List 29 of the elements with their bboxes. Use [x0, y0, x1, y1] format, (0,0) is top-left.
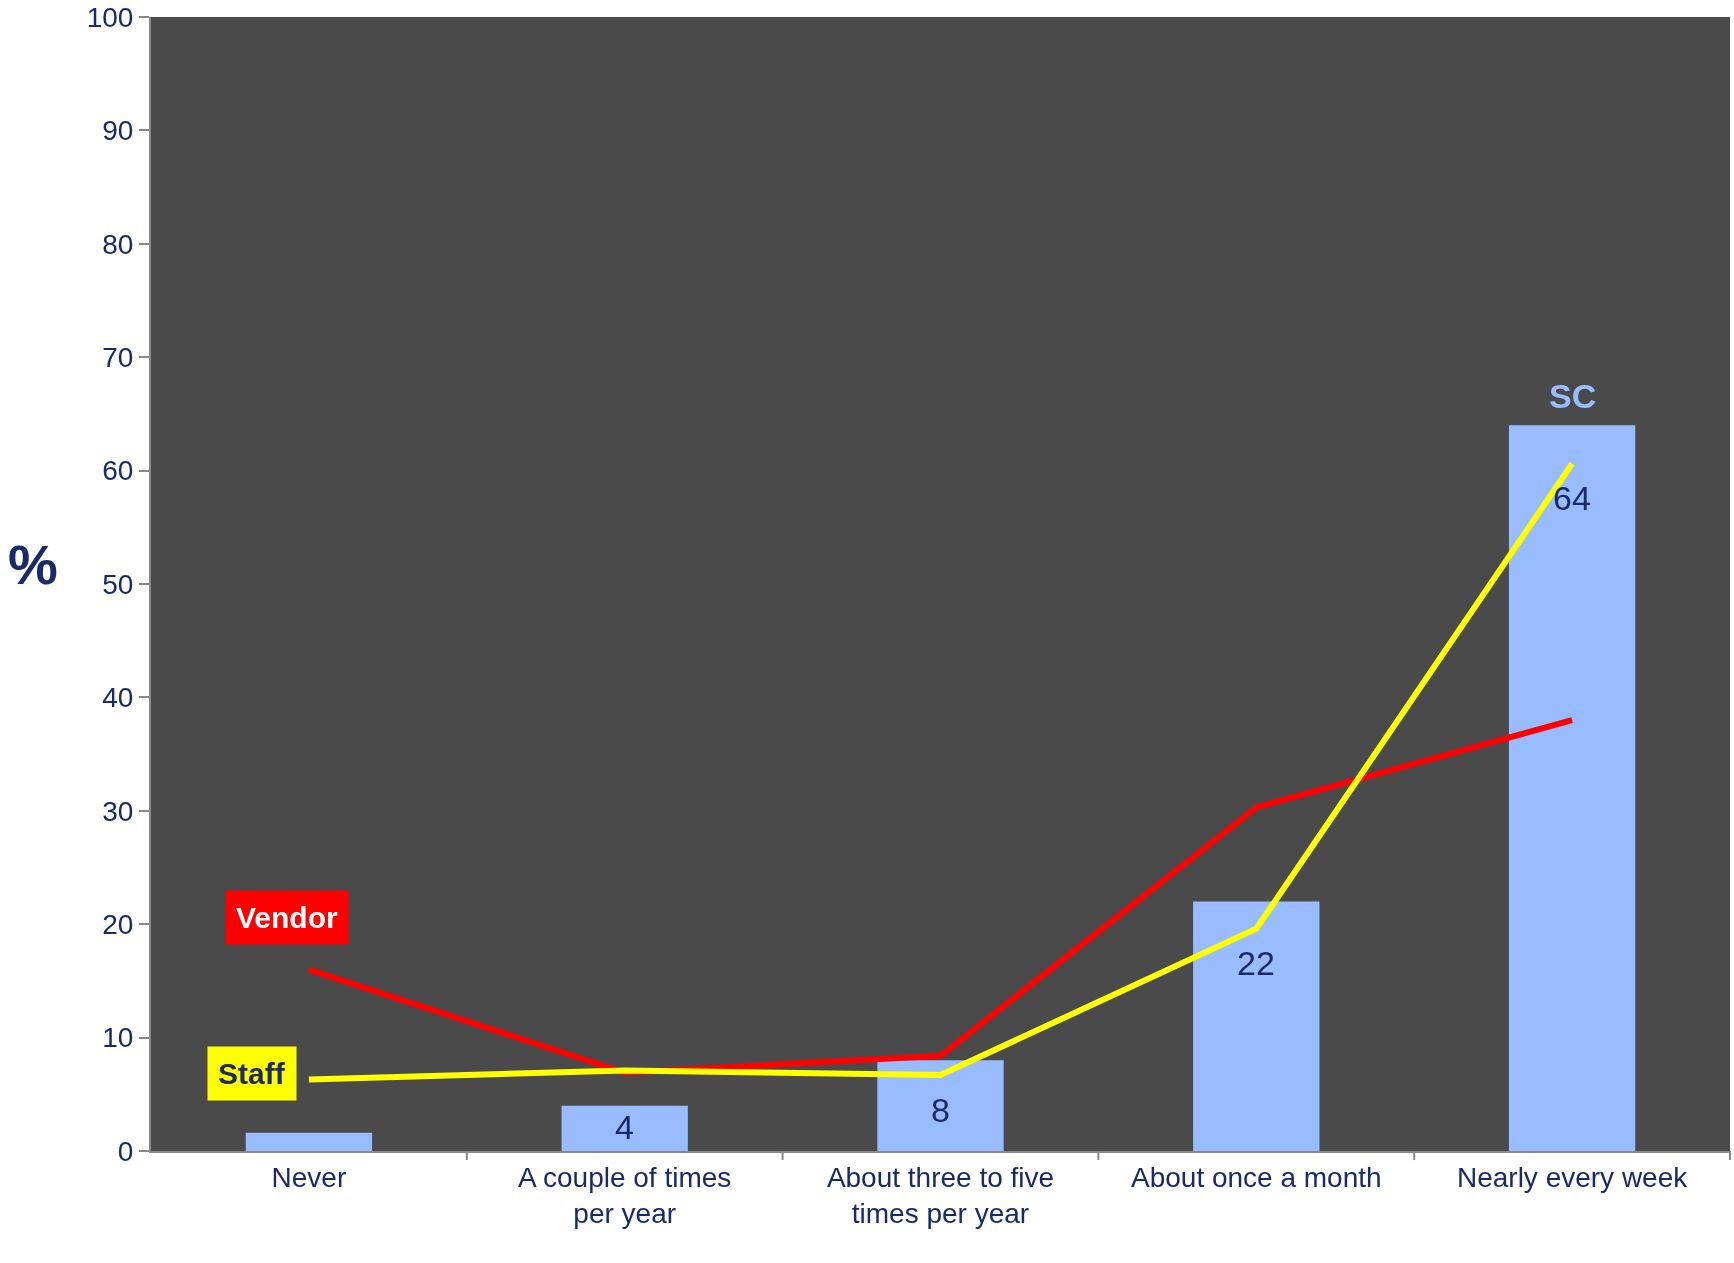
bar [245, 1132, 373, 1151]
data-label: 22 [1237, 944, 1275, 982]
series-label: SC [1549, 377, 1597, 415]
data-label: 4 [615, 1108, 634, 1146]
series-label: Vendor [236, 901, 339, 934]
y-tick-label: 50 [102, 568, 134, 600]
y-tick-label: 70 [102, 342, 134, 373]
x-tick-label: Never [271, 1161, 347, 1193]
y-tick-label: 100 [86, 1, 134, 33]
bar [561, 1105, 688, 1151]
x-tick-label: About three to five times per year [826, 1161, 1055, 1229]
y-tick-label: 10 [102, 1022, 134, 1054]
y-tick-label: 90 [102, 115, 134, 147]
y-tick-label: 60 [102, 455, 134, 487]
y-tick-label: 30 [102, 795, 134, 827]
x-tick-label: About once a month [1130, 1161, 1382, 1193]
y-tick-label: 0 [117, 1135, 134, 1167]
bar [877, 1060, 1004, 1151]
y-tick-label: 80 [102, 228, 134, 260]
y-tick-label: 40 [102, 682, 134, 714]
data-label: 64 [1553, 479, 1591, 517]
bar [1508, 425, 1636, 1151]
x-tick-label: A couple of times per year [518, 1161, 732, 1229]
y-tick-label: 20 [102, 909, 134, 940]
x-tick-label: Nearly every week [1456, 1161, 1689, 1193]
data-label: 8 [931, 1091, 950, 1129]
series-label: Staff [218, 1057, 286, 1090]
bar [1193, 901, 1320, 1151]
y-axis-title: % [8, 533, 58, 596]
